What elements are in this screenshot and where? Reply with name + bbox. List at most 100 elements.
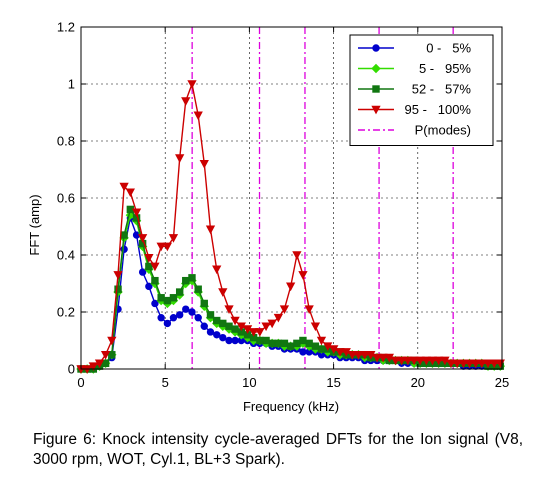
data-point [187, 80, 197, 89]
data-point [477, 359, 487, 369]
data-point [175, 154, 185, 163]
data-point [182, 305, 190, 313]
data-point [205, 225, 216, 235]
data-point [299, 348, 307, 356]
data-point [193, 111, 203, 121]
data-point [88, 362, 98, 372]
x-tick-label: 0 [77, 375, 84, 390]
data-point [175, 311, 184, 319]
legend-swatch-marker [371, 105, 381, 115]
legend-entry: 0 - 5% [358, 41, 471, 56]
data-point [224, 305, 234, 315]
data-point [262, 336, 270, 345]
data-point [286, 282, 296, 292]
data-point [145, 262, 153, 271]
data-point [483, 359, 493, 369]
data-point [403, 356, 413, 366]
data-point [144, 254, 154, 263]
x-tick-label: 5 [162, 375, 169, 390]
data-point [206, 328, 215, 336]
data-point [150, 262, 160, 272]
data-point [194, 285, 202, 293]
data-point [157, 294, 165, 302]
data-point [366, 350, 376, 360]
data-point [199, 160, 209, 169]
data-point [335, 348, 345, 357]
data-point [471, 359, 481, 369]
data-point [341, 348, 351, 357]
legend-label: P(modes) [415, 123, 471, 138]
data-point [384, 353, 394, 363]
y-tick-label: 0.2 [57, 305, 75, 320]
data-point [248, 328, 259, 337]
data-point [120, 231, 128, 239]
data-point [446, 359, 456, 369]
data-point [169, 314, 178, 322]
data-point [273, 313, 283, 323]
x-tick-label: 25 [495, 375, 509, 390]
data-point [175, 288, 184, 296]
data-point [168, 234, 179, 243]
data-point [293, 339, 301, 348]
data-point [415, 356, 425, 366]
data-point [360, 350, 370, 360]
data-point [145, 282, 153, 291]
data-point [372, 353, 382, 363]
data-point [421, 356, 432, 366]
data-point [274, 339, 283, 348]
legend-swatch-marker [372, 85, 380, 93]
data-point [188, 308, 196, 316]
data-point [107, 336, 117, 346]
data-point [311, 342, 320, 350]
legend: 0 - 5% 5 - 95% 52 - 57% 95 - 100% P(modes) [349, 34, 494, 146]
data-point [427, 356, 438, 366]
data-point [310, 322, 321, 332]
data-point [256, 336, 264, 345]
data-point [231, 336, 239, 345]
data-point [113, 271, 123, 280]
data-point [182, 276, 190, 285]
legend-label: 95 - 100% [405, 102, 472, 117]
legend-label: 0 - 5% [426, 41, 471, 56]
data-point [440, 356, 450, 366]
axis-ticks: 0 5 10 15 20 25 0 0.2 0.4 0.6 0.8 1 1.2 [57, 20, 509, 391]
data-point [304, 305, 314, 315]
data-point [390, 356, 401, 366]
data-point [317, 345, 326, 353]
data-point [452, 359, 462, 369]
data-point [151, 299, 159, 308]
data-point [157, 314, 165, 322]
data-point [231, 325, 239, 333]
data-point [225, 322, 233, 330]
data-point [218, 288, 228, 297]
data-point [230, 316, 240, 326]
data-point [489, 359, 499, 369]
data-point [131, 208, 142, 218]
legend-entry: 5 - 95% [358, 61, 471, 76]
data-point [292, 251, 302, 260]
legend-label: 5 - 95% [419, 61, 471, 76]
data-point [267, 319, 277, 329]
data-point [347, 350, 357, 360]
series-4 [76, 80, 505, 374]
data-point [323, 342, 333, 352]
data-point [162, 242, 173, 252]
data-point [125, 188, 135, 198]
knock-dft-chart: 0 5 10 15 20 25 0 0.2 0.4 0.6 0.8 1 1.2 Frequency (k… [27, 19, 510, 414]
data-point [206, 311, 215, 319]
data-point [169, 294, 178, 302]
data-point [286, 342, 295, 350]
data-point [434, 356, 444, 366]
data-point [101, 359, 110, 368]
legend-entry: 52 - 57% [358, 82, 471, 97]
legend-swatch-marker [372, 44, 380, 52]
data-point [163, 296, 172, 305]
data-point [200, 299, 208, 308]
legend-entry: P(modes) [358, 123, 471, 138]
y-tick-label: 1 [68, 77, 75, 92]
data-point [156, 242, 166, 252]
data-point [213, 331, 221, 339]
x-axis-label: Frequency (kHz) [243, 399, 339, 414]
data-point [378, 353, 388, 363]
data-point [188, 274, 196, 282]
